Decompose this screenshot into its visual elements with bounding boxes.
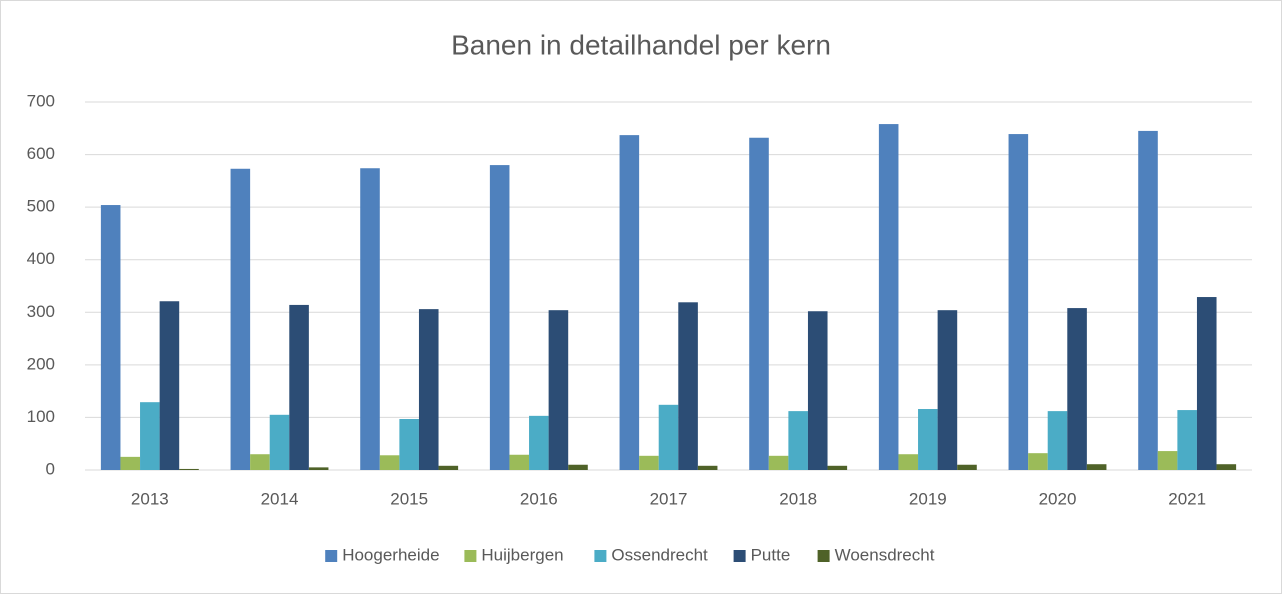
bar xyxy=(438,465,459,470)
x-tick-label: 2017 xyxy=(650,489,688,508)
bar xyxy=(418,309,439,470)
bar xyxy=(100,205,121,471)
bar xyxy=(749,137,769,470)
bar xyxy=(937,310,958,470)
y-tick-label: 200 xyxy=(27,354,55,373)
x-tick-label: 2013 xyxy=(131,489,169,508)
y-tick-label: 300 xyxy=(27,302,55,321)
bar xyxy=(1086,464,1107,470)
bar xyxy=(379,455,400,470)
bar xyxy=(289,304,309,470)
bar xyxy=(678,302,698,470)
bar xyxy=(1216,464,1237,470)
bar xyxy=(568,464,588,470)
bar xyxy=(827,465,848,470)
bar xyxy=(269,414,290,470)
bar xyxy=(1157,451,1178,470)
legend-swatch xyxy=(817,550,830,562)
chart-title: Banen in detailhandel per kern xyxy=(451,29,831,60)
bar xyxy=(898,454,919,470)
bar xyxy=(489,165,510,471)
legend-swatch xyxy=(325,550,338,562)
y-tick-label: 600 xyxy=(27,144,55,163)
bar xyxy=(619,135,640,470)
bar xyxy=(308,467,329,470)
bar xyxy=(697,465,718,470)
bar xyxy=(529,415,549,470)
x-tick-label: 2020 xyxy=(1039,489,1077,508)
bar xyxy=(658,404,679,470)
legend-label: Hoogerheide xyxy=(342,545,439,564)
legend-label: Woensdrecht xyxy=(835,545,935,564)
x-tick-label: 2016 xyxy=(520,489,558,508)
bar xyxy=(957,464,977,470)
bar xyxy=(788,411,808,470)
bar xyxy=(1177,410,1197,470)
bar xyxy=(509,454,530,470)
bar xyxy=(639,455,659,470)
x-tick-label: 2019 xyxy=(909,489,947,508)
bar xyxy=(918,409,938,470)
bar xyxy=(1028,453,1048,470)
legend-label: Ossendrecht xyxy=(611,545,708,564)
x-tick-label: 2014 xyxy=(261,489,299,508)
bar xyxy=(878,124,899,470)
bar xyxy=(1008,134,1029,470)
y-tick-label: 700 xyxy=(27,91,55,110)
y-tick-label: 0 xyxy=(46,459,55,478)
bar xyxy=(768,455,789,470)
legend-swatch xyxy=(594,550,607,562)
bar xyxy=(548,310,569,470)
legend-swatch xyxy=(733,550,746,562)
bar xyxy=(1067,308,1087,470)
bar xyxy=(120,456,141,470)
bar xyxy=(807,311,828,470)
bar xyxy=(159,301,180,470)
bar xyxy=(1138,130,1158,470)
bar xyxy=(179,468,199,470)
bar xyxy=(399,419,419,470)
bar xyxy=(1047,411,1068,470)
bar xyxy=(1196,297,1217,470)
y-tick-label: 400 xyxy=(27,249,55,268)
x-tick-label: 2018 xyxy=(779,489,817,508)
legend-label: Putte xyxy=(751,545,791,564)
y-tick-label: 100 xyxy=(27,407,55,426)
y-tick-label: 500 xyxy=(27,197,55,216)
bar xyxy=(140,402,160,470)
x-tick-label: 2021 xyxy=(1168,489,1206,508)
x-tick-label: 2015 xyxy=(390,489,428,508)
bar xyxy=(230,168,251,470)
legend-swatch xyxy=(464,550,477,562)
bar xyxy=(360,168,380,471)
bar xyxy=(250,454,270,470)
legend-label: Huijbergen xyxy=(481,545,563,564)
